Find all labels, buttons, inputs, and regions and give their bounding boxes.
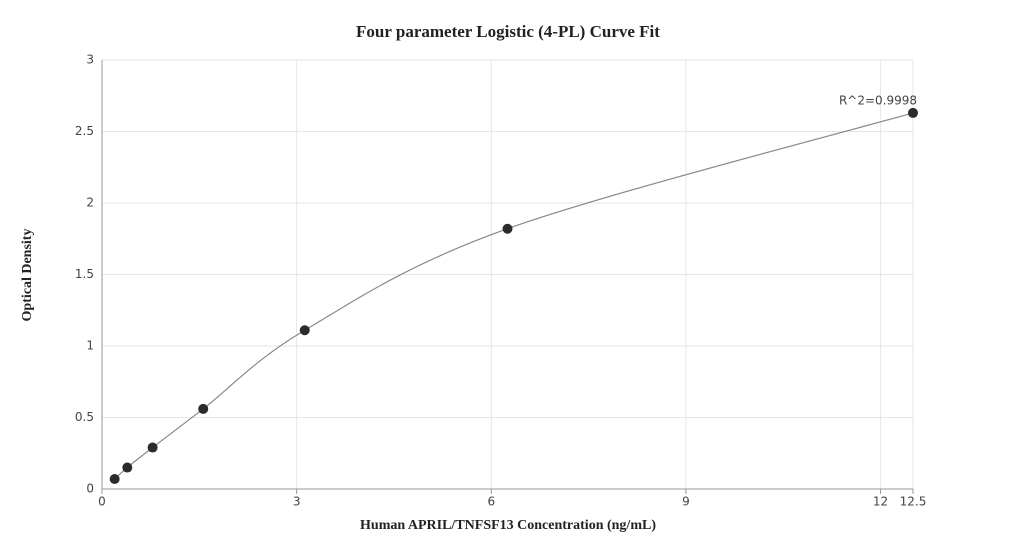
data-point (908, 107, 918, 118)
y-tick-label: 3 (86, 53, 94, 67)
x-tick-label: 9 (682, 495, 690, 509)
data-point (147, 442, 158, 453)
annotation: R^2=0.9998 (839, 93, 917, 107)
chart-title: Four parameter Logistic (4-PL) Curve Fit (356, 22, 660, 41)
data-point (109, 473, 120, 484)
y-tick-label: 1 (86, 339, 94, 353)
fit-curve (114, 112, 914, 480)
y-tick-label: 0 (86, 482, 94, 496)
x-tick-label: 0 (98, 495, 106, 509)
x-tick-label: 12.5 (900, 495, 927, 509)
data-point (502, 223, 513, 234)
y-tick-label: 2.5 (75, 124, 94, 138)
x-tick-label: 6 (487, 495, 495, 509)
x-tick-label: 3 (293, 495, 301, 509)
data-point (122, 462, 133, 473)
data-point (198, 403, 209, 414)
data-point (299, 325, 310, 336)
x-tick-label: 12 (873, 495, 888, 509)
y-tick-label: 1.5 (75, 267, 94, 281)
y-tick-label: 2 (86, 196, 94, 210)
y-tick-label: 0.5 (75, 410, 94, 424)
x-axis-label: Human APRIL/TNFSF13 Concentration (ng/mL… (360, 518, 656, 533)
y-axis-label: Optical Density (20, 229, 35, 322)
